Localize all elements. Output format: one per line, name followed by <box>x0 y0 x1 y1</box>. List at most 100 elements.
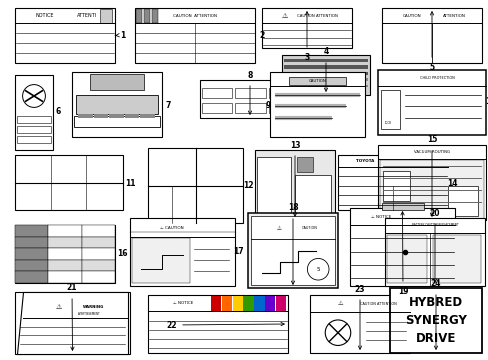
Polygon shape <box>17 292 128 354</box>
Bar <box>48 225 81 237</box>
Bar <box>15 8 115 63</box>
Bar <box>275 296 285 310</box>
Bar <box>17 116 51 123</box>
Bar <box>148 148 243 223</box>
Bar <box>386 235 426 283</box>
Bar <box>48 260 81 271</box>
Bar <box>337 155 447 210</box>
Bar <box>81 225 115 237</box>
Text: 8: 8 <box>247 71 252 80</box>
Bar <box>48 237 81 248</box>
Bar <box>100 9 112 23</box>
Bar <box>72 72 162 137</box>
Text: AVERTISSEMENT: AVERTISSEMENT <box>78 312 101 316</box>
Bar <box>48 248 81 260</box>
Bar <box>296 157 312 172</box>
Text: 24: 24 <box>430 279 440 288</box>
Bar <box>284 85 367 87</box>
Circle shape <box>22 85 45 107</box>
Text: 6: 6 <box>55 108 61 117</box>
Text: LOCK: LOCK <box>385 121 391 125</box>
Text: ⚠: ⚠ <box>281 13 287 19</box>
Bar <box>143 9 150 23</box>
Text: 12: 12 <box>242 180 253 189</box>
Bar <box>15 225 115 283</box>
Bar <box>377 70 485 135</box>
Text: CAUTION ATTENTION: CAUTION ATTENTION <box>297 14 338 18</box>
Bar <box>124 114 139 118</box>
Text: 14: 14 <box>446 179 456 188</box>
Text: 2: 2 <box>259 31 264 40</box>
Text: CAUTION: CAUTION <box>402 14 421 18</box>
Bar <box>15 155 123 210</box>
Text: 15: 15 <box>426 135 436 144</box>
Text: 7: 7 <box>165 100 170 109</box>
Text: 9: 9 <box>265 100 270 109</box>
Text: ⚠: ⚠ <box>277 225 282 230</box>
Text: 10: 10 <box>484 98 488 107</box>
Bar <box>284 83 325 91</box>
Text: 17: 17 <box>232 248 243 256</box>
Text: CHILD PROTECTION: CHILD PROTECTION <box>419 76 454 80</box>
Bar <box>432 235 480 283</box>
Text: SYNERGY: SYNERGY <box>404 314 466 327</box>
Text: ⚠: ⚠ <box>337 301 342 306</box>
Bar <box>109 114 123 118</box>
Bar <box>90 74 143 90</box>
Bar <box>257 157 290 216</box>
Text: CAUTION: CAUTION <box>301 226 317 230</box>
Text: CAUTION  ATTENTION: CAUTION ATTENTION <box>173 14 217 18</box>
Bar <box>48 271 81 283</box>
Text: 19: 19 <box>397 288 407 297</box>
Text: DRIVE: DRIVE <box>415 332 455 345</box>
Text: 21: 21 <box>67 284 77 292</box>
Text: ⚠ CAUTION: ⚠ CAUTION <box>160 225 183 230</box>
Bar <box>222 296 232 310</box>
Text: 5: 5 <box>428 63 434 72</box>
Bar <box>93 114 108 118</box>
Bar <box>254 296 264 310</box>
Bar <box>284 59 367 62</box>
Bar <box>17 136 51 143</box>
Bar <box>243 296 253 310</box>
Text: 11: 11 <box>124 179 135 188</box>
Text: ⚠ NOTICE: ⚠ NOTICE <box>172 301 193 305</box>
Bar <box>381 203 423 210</box>
Bar <box>377 145 485 220</box>
Bar <box>247 213 337 288</box>
Text: HYBRED: HYBRED <box>408 296 462 309</box>
Text: 20: 20 <box>429 208 439 217</box>
Bar <box>15 237 48 248</box>
Bar <box>202 87 232 98</box>
Bar <box>200 80 299 118</box>
Text: 23: 23 <box>354 284 365 293</box>
Bar <box>235 87 265 98</box>
Bar <box>81 237 115 248</box>
Bar <box>17 126 51 133</box>
Text: ⚠ NOTICE: ⚠ NOTICE <box>370 215 391 219</box>
Bar <box>309 295 409 353</box>
Bar <box>74 116 160 127</box>
Text: NOTICE: NOTICE <box>36 13 54 18</box>
Bar <box>269 72 364 137</box>
Bar <box>148 295 287 353</box>
Bar <box>81 271 115 283</box>
Text: VACUUM ROUTING: VACUUM ROUTING <box>413 150 449 154</box>
Bar <box>15 75 53 150</box>
Bar <box>202 103 232 113</box>
Text: TOYOTA: TOYOTA <box>356 159 374 163</box>
Text: ⚠: ⚠ <box>56 304 61 310</box>
Text: WARNING: WARNING <box>82 305 103 309</box>
Text: 16: 16 <box>117 249 127 258</box>
Bar <box>15 271 48 283</box>
Text: CAUTION ATTENTION: CAUTION ATTENTION <box>359 302 396 306</box>
Bar <box>268 103 298 113</box>
Bar <box>262 8 351 48</box>
Bar <box>389 288 481 353</box>
Bar <box>15 225 48 237</box>
Bar <box>284 78 367 81</box>
Bar <box>130 218 235 286</box>
Text: 4: 4 <box>323 48 328 57</box>
Bar <box>136 9 142 23</box>
Bar <box>383 171 409 201</box>
